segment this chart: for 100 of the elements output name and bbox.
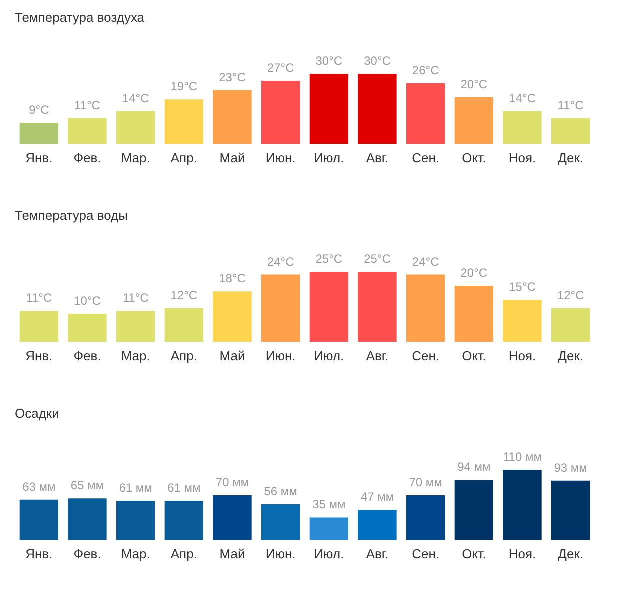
bar bbox=[20, 123, 58, 144]
data-label: 94 мм bbox=[458, 460, 491, 474]
data-label: 70 мм bbox=[216, 475, 250, 490]
bar bbox=[310, 272, 348, 342]
x-tick-label: Июл. bbox=[314, 546, 344, 562]
data-label: 61 мм bbox=[168, 481, 201, 496]
x-tick-label: Сен. bbox=[412, 546, 440, 562]
data-label: 14°C bbox=[509, 91, 536, 106]
bar bbox=[406, 495, 446, 540]
bar bbox=[213, 495, 252, 540]
bar bbox=[406, 83, 446, 144]
x-tick-label: Июл. bbox=[314, 348, 344, 364]
bar bbox=[503, 111, 542, 144]
data-label: 11°C bbox=[26, 291, 52, 306]
data-label: 70 мм bbox=[409, 475, 442, 490]
bar bbox=[116, 311, 156, 342]
bar bbox=[552, 118, 590, 144]
data-label: 12°C bbox=[170, 288, 198, 302]
bar bbox=[213, 90, 252, 144]
x-tick-label: Янв. bbox=[26, 150, 53, 166]
bar bbox=[68, 118, 107, 144]
x-tick-label: Авг. bbox=[366, 348, 389, 364]
data-label: 14°C bbox=[122, 91, 150, 106]
bar bbox=[262, 274, 300, 342]
x-tick-label: Апр. bbox=[170, 546, 198, 562]
x-tick-label: Май bbox=[220, 348, 246, 364]
data-label: 11°C bbox=[558, 98, 584, 112]
bar bbox=[68, 498, 107, 540]
data-label: 65 мм bbox=[70, 478, 104, 493]
bar bbox=[454, 97, 494, 144]
bar bbox=[20, 500, 58, 540]
bar bbox=[116, 501, 156, 540]
data-label: 11°C bbox=[122, 291, 150, 306]
x-tick-label: Апр. bbox=[170, 150, 198, 166]
data-label: 19°C bbox=[170, 80, 198, 94]
data-label: 20°C bbox=[460, 77, 488, 92]
bar bbox=[262, 504, 300, 540]
data-label: 24°C bbox=[412, 254, 440, 269]
x-tick-label: Окт. bbox=[462, 348, 486, 364]
data-label: 93 мм bbox=[554, 460, 588, 475]
bar bbox=[310, 74, 348, 144]
data-label: 30°C bbox=[364, 54, 392, 68]
bar bbox=[164, 308, 204, 342]
data-label: 110 мм bbox=[503, 450, 542, 464]
data-label: 9°C bbox=[29, 103, 50, 117]
x-tick-label: Авг. bbox=[366, 150, 389, 166]
x-tick-label: Авг. bbox=[366, 546, 389, 562]
chart-title: Осадки bbox=[15, 406, 60, 421]
bar bbox=[358, 74, 397, 144]
bar bbox=[213, 292, 252, 342]
x-tick-label: Ноя. bbox=[508, 348, 536, 364]
data-label: 47 мм bbox=[360, 490, 394, 504]
bar bbox=[68, 314, 107, 342]
x-tick-label: Дек. bbox=[558, 546, 584, 562]
data-label: 30°C bbox=[316, 54, 343, 68]
data-label: 11°C bbox=[74, 98, 101, 112]
chart-title: Температура воздуха bbox=[15, 10, 146, 25]
data-label: 61 мм bbox=[119, 481, 152, 496]
x-tick-label: Июн. bbox=[266, 150, 296, 166]
bar bbox=[262, 81, 300, 144]
data-label: 26°C bbox=[412, 63, 440, 78]
data-label: 24°C bbox=[267, 254, 295, 269]
data-label: 63 мм bbox=[22, 480, 56, 494]
x-tick-label: Июн. bbox=[266, 348, 296, 364]
x-tick-label: Апр. bbox=[170, 348, 198, 364]
data-label: 27°C bbox=[267, 61, 295, 75]
x-tick-label: Май bbox=[220, 546, 246, 562]
x-tick-label: Ноя. bbox=[508, 150, 536, 166]
x-tick-label: Сен. bbox=[412, 348, 440, 364]
x-tick-label: Янв. bbox=[26, 546, 53, 562]
bar bbox=[310, 518, 348, 540]
data-label: 18°C bbox=[219, 272, 246, 286]
bar bbox=[116, 111, 156, 144]
x-tick-label: Окт. bbox=[462, 546, 486, 562]
x-tick-label: Окт. bbox=[462, 150, 486, 166]
data-label: 12°C bbox=[557, 288, 585, 302]
x-tick-label: Сен. bbox=[412, 150, 440, 166]
bar bbox=[454, 286, 494, 342]
x-tick-label: Мар. bbox=[121, 150, 150, 166]
bar bbox=[503, 470, 542, 540]
x-tick-label: Май bbox=[220, 150, 246, 166]
bar bbox=[503, 300, 542, 342]
data-label: 25°C bbox=[364, 252, 392, 266]
x-tick-label: Фев. bbox=[74, 150, 102, 166]
x-tick-label: Дек. bbox=[558, 150, 584, 166]
x-tick-label: Мар. bbox=[121, 546, 150, 562]
data-label: 10°C bbox=[74, 294, 102, 308]
bar bbox=[552, 308, 590, 342]
x-tick-label: Фев. bbox=[74, 348, 102, 364]
x-tick-label: Июл. bbox=[314, 150, 344, 166]
bar bbox=[358, 510, 397, 540]
data-label: 56 мм bbox=[264, 484, 298, 498]
x-tick-label: Мар. bbox=[121, 348, 150, 364]
data-label: 35 мм bbox=[312, 498, 346, 512]
chart-title: Температура воды bbox=[15, 208, 128, 223]
x-tick-label: Фев. bbox=[74, 546, 102, 562]
data-label: 20°C bbox=[460, 266, 488, 280]
x-tick-label: Ноя. bbox=[508, 546, 536, 562]
bar bbox=[164, 501, 204, 540]
data-label: 23°C bbox=[219, 70, 246, 84]
